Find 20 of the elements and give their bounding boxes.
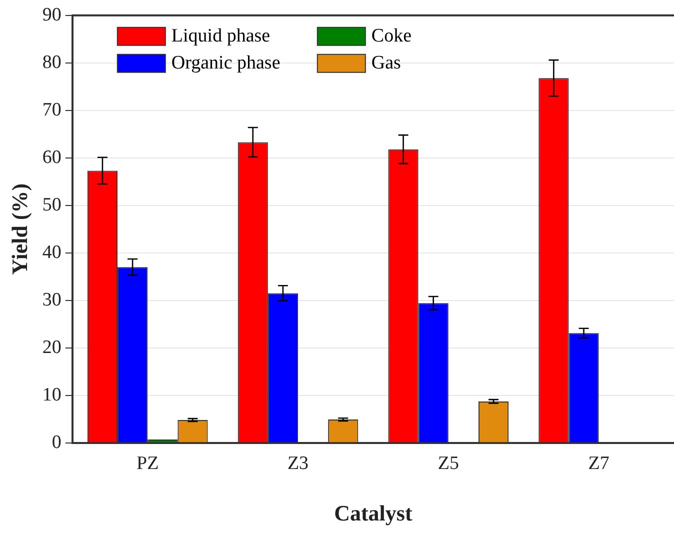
y-tick-label: 10 — [42, 384, 62, 406]
y-tick-label: 50 — [42, 194, 62, 216]
x-tick-label: Z3 — [287, 453, 309, 474]
y-tick-label: 20 — [42, 336, 62, 358]
y-tick-label: 0 — [52, 432, 62, 453]
x-tick-label: Z5 — [438, 453, 459, 474]
x-tick-label: Z7 — [588, 453, 610, 474]
y-tick-label: 60 — [42, 146, 62, 168]
y-tick-label: 70 — [42, 99, 62, 120]
y-tick-label: 90 — [42, 4, 62, 26]
legend-label: Coke — [371, 25, 412, 46]
legend-label: Gas — [371, 52, 401, 74]
legend-label: Organic phase — [171, 52, 280, 74]
y-tick-label: 30 — [42, 289, 62, 310]
y-axis-title: Yield (%) — [6, 183, 32, 275]
x-tick-label: PZ — [136, 453, 159, 474]
y-tick-label: 80 — [42, 52, 62, 73]
x-axis-title: Catalyst — [334, 500, 413, 526]
y-tick-label: 40 — [42, 242, 62, 263]
legend-label: Liquid phase — [171, 25, 270, 46]
